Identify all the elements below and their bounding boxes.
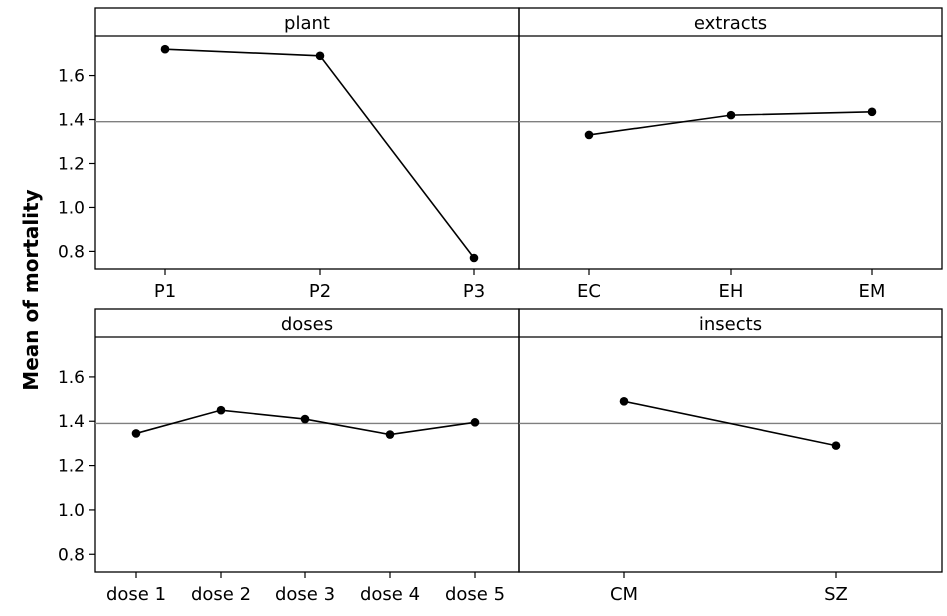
- data-point: [470, 418, 480, 427]
- y-tick-label: 1.4: [58, 111, 85, 131]
- panel-title: insects: [699, 314, 762, 335]
- panel-title: plant: [284, 13, 330, 34]
- panel-frame: [94, 7, 520, 270]
- x-tick-label: P3: [463, 281, 485, 302]
- panel-frame: [518, 7, 943, 270]
- x-tick-label: CM: [610, 584, 638, 605]
- x-tick-label: SZ: [824, 584, 848, 605]
- data-point: [300, 414, 310, 424]
- x-tick-label: dose 3: [275, 584, 335, 605]
- panel-frame: [94, 308, 520, 573]
- x-tick-label: dose 4: [360, 584, 420, 605]
- x-tick-label: P1: [154, 281, 176, 302]
- y-tick-label: 0.8: [58, 242, 85, 262]
- data-point: [867, 107, 877, 117]
- data-point: [469, 253, 479, 263]
- data-point: [385, 430, 395, 439]
- data-point: [726, 110, 736, 120]
- x-tick-label: EC: [577, 281, 601, 302]
- x-tick-label: EH: [719, 281, 744, 302]
- data-point: [160, 44, 170, 54]
- panel-frame: [518, 308, 943, 573]
- x-tick-label: dose 2: [191, 584, 251, 605]
- y-axis-label: Mean of mortality: [19, 189, 43, 390]
- y-tick-label: 1.2: [58, 154, 85, 174]
- y-tick-label: 1.6: [58, 368, 85, 388]
- y-tick-label: 1.2: [58, 457, 85, 477]
- series-line: [623, 400, 837, 447]
- x-tick-label: P2: [309, 281, 331, 302]
- data-point: [216, 405, 226, 415]
- panel-title: doses: [281, 314, 333, 335]
- data-point: [315, 51, 325, 61]
- data-point: [131, 429, 141, 438]
- y-tick-label: 1.6: [58, 67, 85, 87]
- x-tick-label: EM: [859, 281, 886, 302]
- x-tick-label: dose 5: [445, 584, 505, 605]
- data-point: [619, 396, 629, 406]
- y-tick-label: 1.4: [58, 412, 85, 432]
- x-tick-label: dose 1: [106, 584, 166, 605]
- data-point: [584, 130, 594, 140]
- data-point: [831, 441, 841, 450]
- y-tick-label: 0.8: [58, 545, 85, 565]
- panel-title: extracts: [694, 13, 767, 34]
- y-tick-label: 1.0: [58, 198, 85, 218]
- y-tick-label: 1.0: [58, 501, 85, 521]
- series-line: [164, 48, 475, 259]
